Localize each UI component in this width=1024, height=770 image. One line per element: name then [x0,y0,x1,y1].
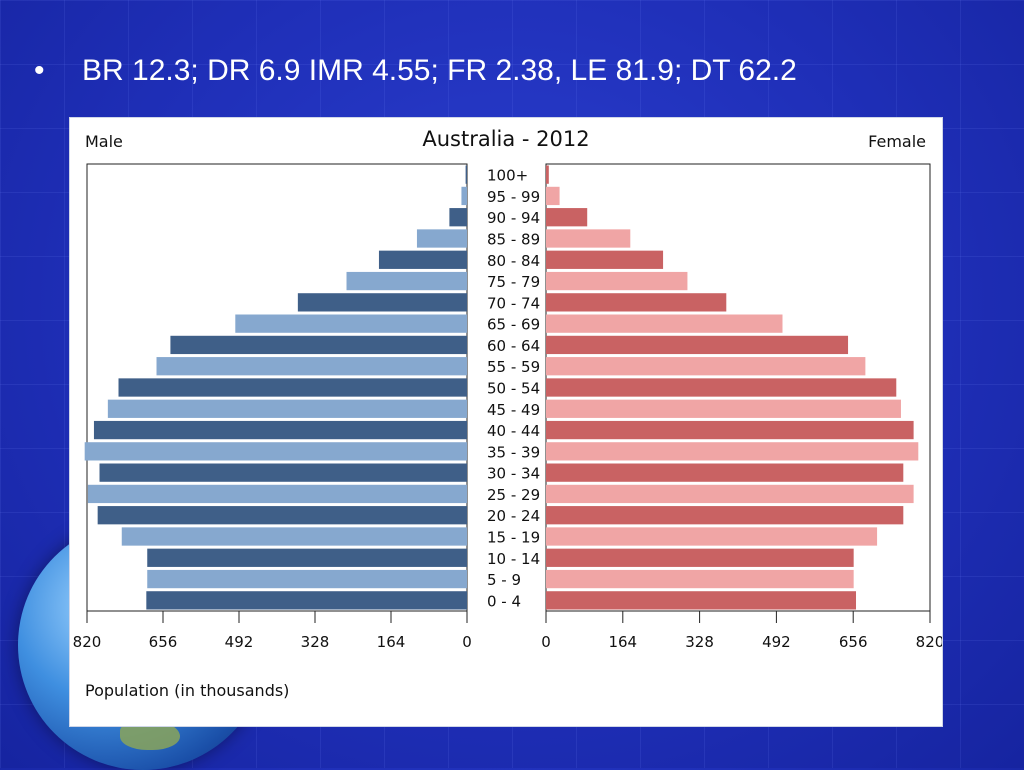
female-bar-60-64 [546,335,849,355]
male-bar-90-94 [449,208,467,227]
bars-group [84,165,919,610]
male-bar-40-44 [93,420,467,440]
male-bar-45-49 [107,399,468,418]
female-bar-70-74 [546,293,727,312]
age-label: 60 - 64 [487,337,540,355]
female-bar-5-9 [546,569,854,589]
age-label: 55 - 59 [487,358,540,376]
male-bar-0-4 [146,591,467,610]
female-tick-label: 492 [762,633,791,651]
x-axis-label: Population (in thousands) [85,681,289,700]
male-bar-75-79 [346,271,467,291]
chart-svg: Male Australia - 2012 Female 100+ 95 - 99… [73,127,942,700]
male-bar-25-29 [87,484,468,504]
female-bar-20-24 [546,506,904,525]
age-label: 40 - 44 [487,422,540,440]
age-label: 20 - 24 [487,507,540,525]
chart-title: Australia - 2012 [422,127,589,151]
male-tick-label: 820 [73,633,102,651]
age-label: 90 - 94 [487,209,540,227]
age-label: 25 - 29 [487,486,540,504]
female-bar-75-79 [546,271,688,291]
age-label: 65 - 69 [487,316,540,334]
female-bar-100+ [546,165,549,184]
male-bar-85-89 [416,229,467,248]
male-bar-35-39 [84,442,468,461]
female-bar-25-29 [546,484,914,504]
male-bar-55-59 [156,357,467,376]
population-pyramid-chart: Male Australia - 2012 Female 100+ 95 - 99… [69,117,943,727]
female-tick-label: 656 [839,633,868,651]
male-bar-10-14 [147,548,467,567]
age-label: 50 - 54 [487,380,540,398]
male-tick-label: 492 [225,633,254,651]
male-tick-label: 328 [301,633,330,651]
right-side-label: Female [868,132,926,151]
age-label: 10 - 14 [487,550,540,568]
age-label: 100+ [487,167,528,185]
female-bar-65-69 [546,314,783,333]
female-bar-40-44 [546,420,914,440]
age-label: 85 - 89 [487,231,540,249]
axes-group: 820 820 656 656 492 492 328 328 164 164 0 0 [73,610,942,651]
female-bar-0-4 [546,591,857,610]
bullet-icon: • [34,54,45,87]
female-bar-15-19 [546,527,878,546]
male-bar-5-9 [147,569,467,589]
female-bar-45-49 [546,399,901,418]
male-bar-30-34 [99,463,467,482]
female-bar-50-54 [546,378,897,397]
female-tick-label: 0 [541,633,551,651]
age-label: 15 - 19 [487,529,540,547]
female-bar-10-14 [546,548,854,567]
age-label: 80 - 84 [487,252,540,270]
male-bar-65-69 [235,314,467,333]
age-label: 70 - 74 [487,294,540,312]
age-label: 35 - 39 [487,443,540,461]
age-label: 45 - 49 [487,401,540,419]
age-label: 30 - 34 [487,465,540,483]
female-bar-90-94 [546,208,588,227]
age-label: 5 - 9 [487,571,521,589]
slide-bullet-text: • BR 12.3; DR 6.9 IMR 4.55; FR 2.38, LE 8… [34,54,797,88]
female-tick-label: 328 [685,633,714,651]
female-tick-label: 164 [608,633,637,651]
male-tick-label: 0 [462,633,472,651]
female-bar-85-89 [546,229,631,248]
male-bar-20-24 [97,506,467,525]
male-bar-100+ [465,165,467,184]
age-label: 75 - 79 [487,273,540,291]
female-bar-30-34 [546,463,904,482]
male-bar-60-64 [170,335,467,355]
male-bar-15-19 [121,527,467,546]
male-tick-label: 656 [149,633,178,651]
female-tick-label: 820 [916,633,942,651]
left-side-label: Male [85,132,123,151]
age-labels-group: 100+ 95 - 99 90 - 94 85 - 89 80 - 84 75 - 79 7… [487,167,540,611]
male-bar-70-74 [297,293,467,312]
age-label: 0 - 4 [487,592,521,610]
male-tick-label: 164 [377,633,406,651]
female-bar-80-84 [546,250,664,269]
female-bar-55-59 [546,357,866,376]
bullet-text: BR 12.3; DR 6.9 IMR 4.55; FR 2.38, LE 81… [82,54,797,87]
female-bar-95-99 [546,186,560,206]
female-bar-35-39 [546,442,919,461]
age-label: 95 - 99 [487,188,540,206]
male-bar-50-54 [118,378,467,397]
male-bar-80-84 [378,250,467,269]
male-bar-95-99 [461,186,467,206]
